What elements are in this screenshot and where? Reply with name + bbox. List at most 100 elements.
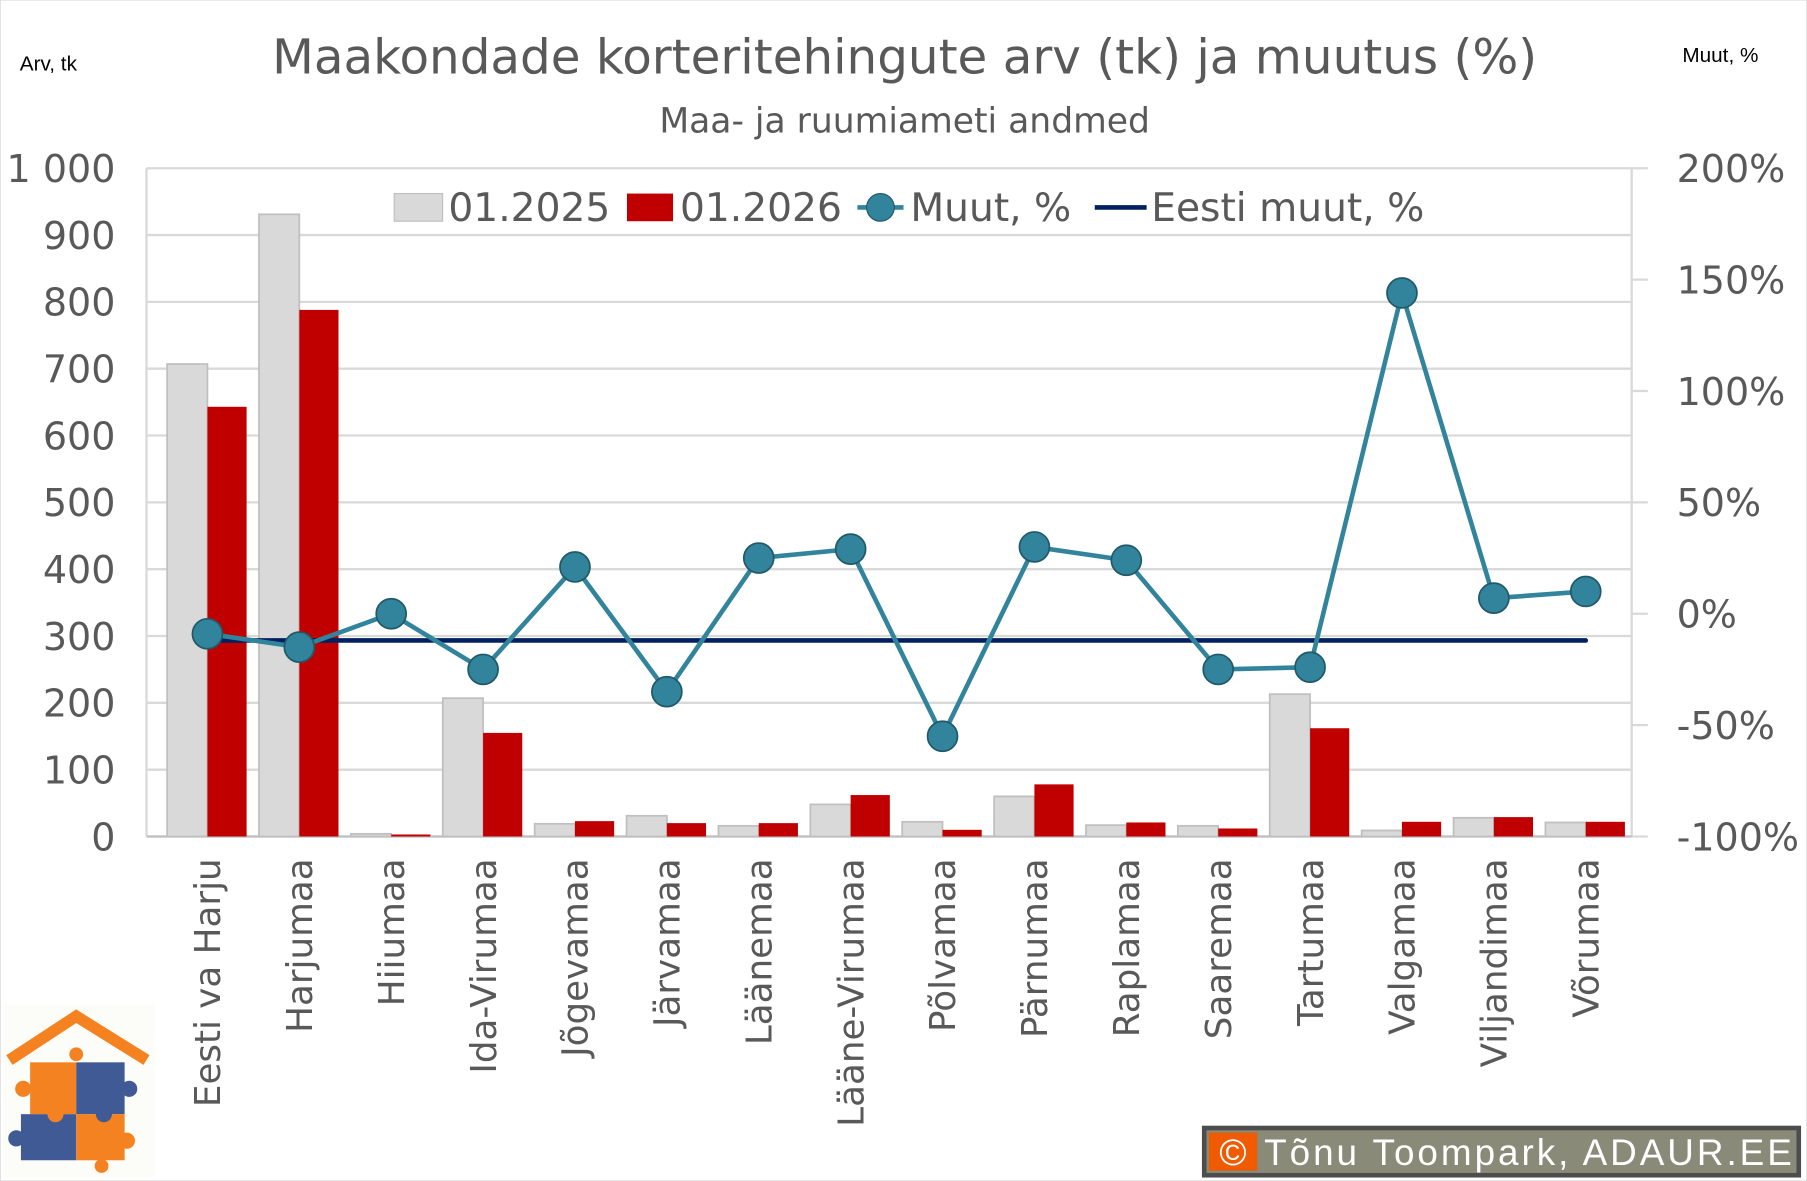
left-tick-label: 0 [91, 815, 115, 859]
left-tick-label: 100 [43, 748, 116, 792]
lines [191, 277, 1602, 753]
bar-01-2025 [1268, 693, 1311, 838]
bar-01-2025 [809, 803, 852, 838]
muut-marker [926, 720, 959, 753]
bar-01-2025 [625, 814, 668, 838]
right-tick-label: -100% [1677, 815, 1799, 859]
left-tick-label: 1 000 [7, 147, 116, 191]
bar-01-2026 [1585, 821, 1625, 837]
category-label: Eesti va Harju [188, 858, 229, 1107]
bar-01-2025 [258, 213, 301, 838]
bar-01-2026 [758, 823, 798, 837]
copyright-symbol: © [1219, 1132, 1246, 1173]
bar-01-2025 [1452, 816, 1495, 838]
chart-subtitle: Maa- ja ruumiameti andmed [659, 102, 1150, 142]
muut-marker [191, 617, 224, 650]
muut-marker [1110, 544, 1143, 577]
bar-01-2025 [350, 832, 393, 838]
bar-01-2026 [574, 821, 615, 837]
right-tick-label: -50% [1677, 704, 1775, 748]
category-label: Ida-Virumaa [464, 858, 505, 1073]
muut-marker [375, 597, 408, 630]
axis-ticks: 0 100 200 300 400 500 600 700 800 900 1 000 -100% -5… [7, 147, 1799, 859]
category-label: Pärnumaa [1015, 858, 1056, 1038]
category-label: Raplamaa [1107, 858, 1148, 1037]
copyright-footer: © Tõnu Toompark, ADAUR.EE [1201, 1125, 1802, 1178]
right-axis-label: Muut, % [1682, 44, 1758, 67]
muut-marker [467, 653, 499, 686]
category-label: Läänemaa [739, 858, 780, 1045]
muut-marker [283, 631, 316, 663]
muut-marker [651, 675, 683, 708]
muut-marker [834, 533, 867, 565]
category-label: Lääne-Virumaa [831, 858, 872, 1126]
category-label: Tartumaa [1291, 858, 1332, 1027]
bar-01-2025 [1544, 821, 1587, 838]
category-label: Hiiumaa [372, 858, 413, 1006]
bar-01-2025 [533, 822, 576, 838]
right-tick-label: 200% [1677, 147, 1786, 191]
right-tick-label: 50% [1677, 481, 1762, 525]
bar-01-2026 [1034, 784, 1074, 837]
muut-line [207, 284, 1586, 742]
left-tick-label: 500 [43, 481, 116, 525]
bar-01-2025 [1085, 824, 1128, 838]
bar-01-2026 [942, 829, 982, 837]
legend-label: Eesti muut, % [1151, 186, 1424, 231]
right-tick-label: 150% [1677, 258, 1786, 302]
legend-label: 01.2025 [448, 186, 610, 231]
house-puzzle-logo [2, 1004, 155, 1178]
legend-swatch-01-2025 [393, 192, 444, 222]
bar-01-2025 [441, 697, 484, 838]
category-label: Harjumaa [280, 858, 321, 1033]
muut-marker [1294, 651, 1326, 684]
bar-01-2026 [483, 732, 523, 837]
copyright-credit: Tõnu Toompark, ADAUR.EE [1264, 1132, 1792, 1173]
bar-01-2026 [1493, 817, 1534, 837]
muut-marker [559, 551, 591, 583]
right-tick-label: 100% [1677, 370, 1786, 414]
category-label: Võrumaa [1566, 858, 1607, 1017]
left-tick-label: 200 [43, 682, 116, 726]
bar-01-2026 [666, 823, 707, 837]
left-tick-label: 300 [43, 615, 116, 659]
chart-title: Maakondade korteritehingute arv (tk) ja … [272, 30, 1537, 86]
left-axis-label: Arv, tk [20, 52, 78, 75]
legend-label: Muut, % [910, 186, 1071, 231]
left-tick-label: 800 [43, 281, 116, 325]
bar-01-2026 [299, 309, 339, 837]
bar-01-2026 [1218, 828, 1258, 837]
category-label: Jõgevamaa [556, 858, 597, 1059]
legend-label: 01.2026 [680, 186, 842, 231]
legend-swatch-muut-marker [866, 192, 895, 222]
category-label: Viljandimaa [1475, 858, 1516, 1067]
bar-01-2025 [993, 795, 1036, 838]
left-tick-label: 600 [43, 414, 116, 458]
muut-marker [1018, 531, 1051, 563]
left-tick-label: 700 [43, 348, 116, 392]
bar-01-2026 [391, 834, 431, 837]
legend: 01.2025 01.2026 Muut, % Eesti muut, % [393, 186, 1424, 231]
category-label: Järvamaa [648, 858, 689, 1029]
muut-marker [1478, 582, 1510, 614]
bar-01-2026 [1401, 821, 1442, 837]
bar-01-2025 [166, 363, 209, 838]
bar-01-2025 [1177, 824, 1220, 838]
legend-swatch-01-2026 [626, 193, 674, 222]
left-tick-label: 400 [43, 548, 116, 592]
bar-01-2026 [1126, 822, 1166, 837]
category-label: Saaremaa [1199, 858, 1240, 1039]
muut-marker [1386, 277, 1418, 309]
muut-marker [1202, 653, 1235, 686]
category-label: Põlvamaa [923, 858, 964, 1032]
right-tick-label: 0% [1677, 593, 1737, 637]
muut-marker [1569, 575, 1602, 608]
left-tick-label: 900 [43, 214, 116, 258]
bar-01-2025 [1360, 829, 1403, 838]
category-labels: Eesti va Harju Harjumaa Hiiumaa Ida-Virumaa… [188, 858, 1607, 1126]
bar-01-2026 [850, 795, 890, 837]
category-label: Valgamaa [1383, 858, 1424, 1035]
bar-01-2025 [717, 824, 760, 838]
bar-01-2026 [1310, 728, 1350, 837]
